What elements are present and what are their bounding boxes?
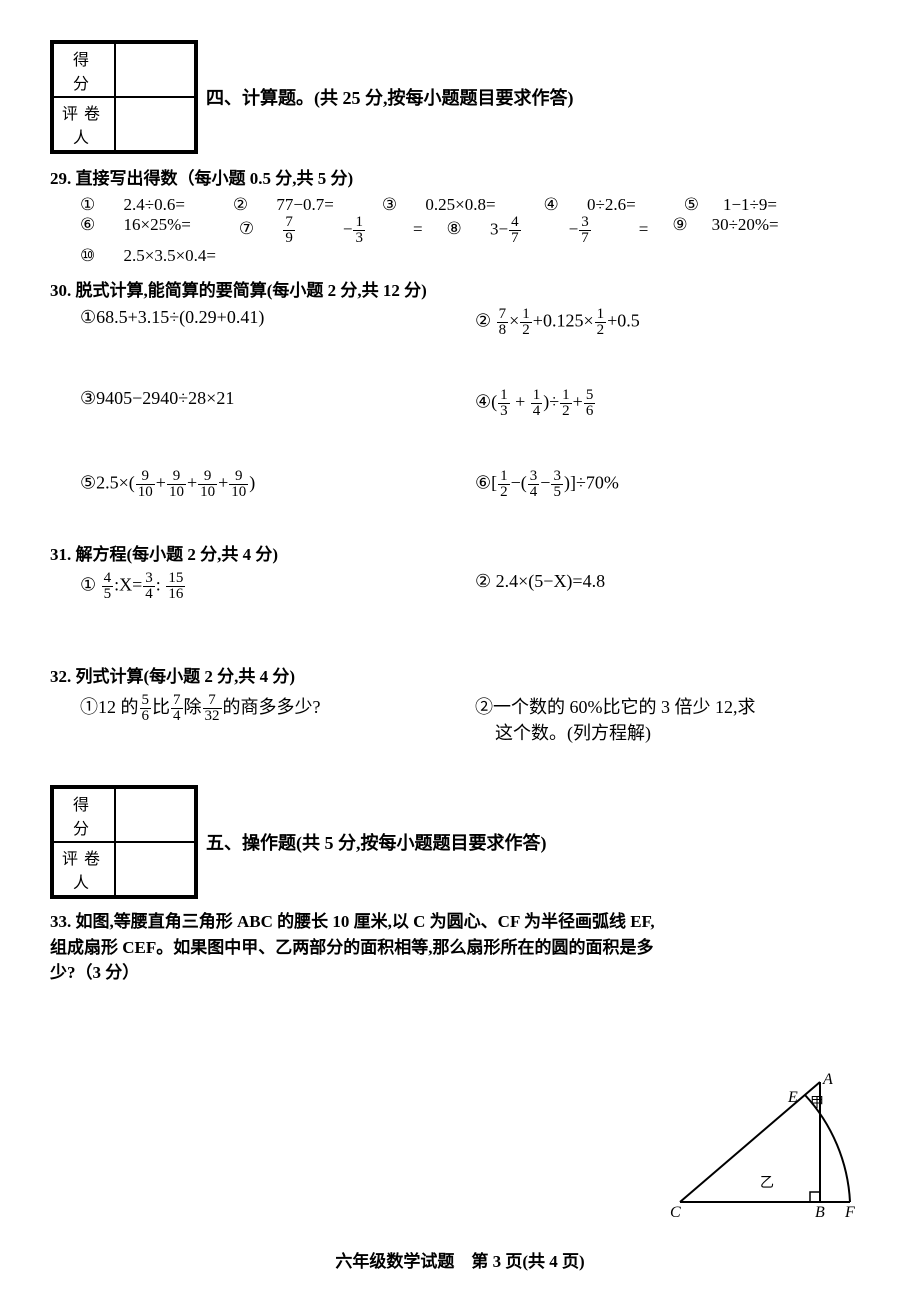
q33-line3: 少?（3 分） xyxy=(50,960,870,986)
q29-row2: ⑥ 16×25%= ⑦ 79−13= ⑧ 3−47−37= ⑨30÷20%= ⑩… xyxy=(50,215,870,266)
q32-12: ①12 的56比74除732的商多多少? ②一个数的 60%比它的 3 倍少 1… xyxy=(50,693,870,745)
label-A: A xyxy=(822,1072,833,1088)
q29-title: 29. 直接写出得数（每小题 0.5 分,共 5 分) xyxy=(50,164,870,189)
q29-row1: ① 2.4÷0.6= ② 77−0.7= ③ 0.25×0.8= ④ 0÷2.6… xyxy=(50,195,870,215)
section5-header: 得 分 评卷人 五、操作题(共 5 分,按每小题题目要求作答) xyxy=(50,785,870,899)
q29-10: ⑩ 2.5×3.5×0.4= xyxy=(80,246,240,266)
score-label: 得 分 xyxy=(53,43,115,97)
score-box-4: 得 分 评卷人 xyxy=(50,40,198,154)
label-E: E xyxy=(787,1089,798,1106)
q33-line2: 组成扇形 CEF。如果图中甲、乙两部分的面积相等,那么扇形所在的圆的面积是多 xyxy=(50,935,870,961)
section5-title: 五、操作题(共 5 分,按每小题题目要求作答) xyxy=(206,829,547,855)
q30-12: ①68.5+3.15÷(0.29+0.41) ② 78×12+0.125×12+… xyxy=(50,307,870,338)
label-jia: 甲 xyxy=(810,1096,824,1111)
q32-2: ②一个数的 60%比它的 3 倍少 12,求这个数。(列方程解) xyxy=(475,693,870,745)
label-F: F xyxy=(844,1204,855,1221)
q32-title: 32. 列式计算(每小题 2 分,共 4 分) xyxy=(50,662,870,687)
q29-4: ④ 0÷2.6= xyxy=(544,195,660,215)
grader-label: 评卷人 xyxy=(53,97,115,151)
q30-34: ③9405−2940÷28×21 ④(13 + 14)÷12+56 xyxy=(50,388,870,419)
label-yi: 乙 xyxy=(760,1175,774,1191)
q29-3: ③ 0.25×0.8= xyxy=(382,195,520,215)
q31-title: 31. 解方程(每小题 2 分,共 4 分) xyxy=(50,540,870,565)
q30-1: ①68.5+3.15÷(0.29+0.41) xyxy=(80,307,475,338)
q31-2: ② 2.4×(5−X)=4.8 xyxy=(475,571,870,602)
q30-4: ④(13 + 14)÷12+56 xyxy=(475,388,870,419)
q30-title: 30. 脱式计算,能简算的要简算(每小题 2 分,共 12 分) xyxy=(50,276,870,301)
q30-6: ⑥[12−(34−35)]÷70% xyxy=(475,469,870,500)
section4-header: 得 分 评卷人 四、计算题。(共 25 分,按每小题题目要求作答) xyxy=(50,40,870,154)
q33-line1: 33. 如图,等腰直角三角形 ABC 的腰长 10 厘米,以 C 为圆心、CF … xyxy=(50,909,870,935)
q29-1: ① 2.4÷0.6= xyxy=(80,195,209,215)
q29-2: ② 77−0.7= xyxy=(233,195,358,215)
q30-56: ⑤2.5×(910+910+910+910) ⑥[12−(34−35)]÷70% xyxy=(50,469,870,500)
label-B: B xyxy=(815,1204,825,1221)
grader-label-5: 评卷人 xyxy=(53,842,115,896)
grader-blank-5 xyxy=(115,842,195,896)
q29-9: ⑨30÷20%= xyxy=(672,215,802,246)
q29-7: ⑦ 79−13= xyxy=(239,215,423,246)
q31-1: ① 45:X=34: 1516 xyxy=(80,571,475,602)
score-blank xyxy=(115,43,195,97)
q33-figure: A E 甲 乙 C B F xyxy=(660,1072,860,1222)
q30-5: ⑤2.5×(910+910+910+910) xyxy=(80,469,475,500)
q30-3: ③9405−2940÷28×21 xyxy=(80,388,475,419)
q30-2: ② 78×12+0.125×12+0.5 xyxy=(475,307,870,338)
q32-1: ①12 的56比74除732的商多多少? xyxy=(80,693,475,745)
page-footer: 六年级数学试题 第 3 页(共 4 页) xyxy=(0,1247,920,1272)
q33-text: 33. 如图,等腰直角三角形 ABC 的腰长 10 厘米,以 C 为圆心、CF … xyxy=(50,909,870,986)
q29-8: ⑧ 3−47−37= xyxy=(447,215,649,246)
score-label-5: 得 分 xyxy=(53,788,115,842)
q31-12: ① 45:X=34: 1516 ② 2.4×(5−X)=4.8 xyxy=(50,571,870,602)
section4-title: 四、计算题。(共 25 分,按每小题题目要求作答) xyxy=(206,84,574,110)
label-C: C xyxy=(670,1204,681,1221)
q29-5: ⑤1−1÷9= xyxy=(684,195,801,215)
score-blank-5 xyxy=(115,788,195,842)
q29-6: ⑥ 16×25%= xyxy=(80,215,215,246)
score-box-5: 得 分 评卷人 xyxy=(50,785,198,899)
grader-blank xyxy=(115,97,195,151)
